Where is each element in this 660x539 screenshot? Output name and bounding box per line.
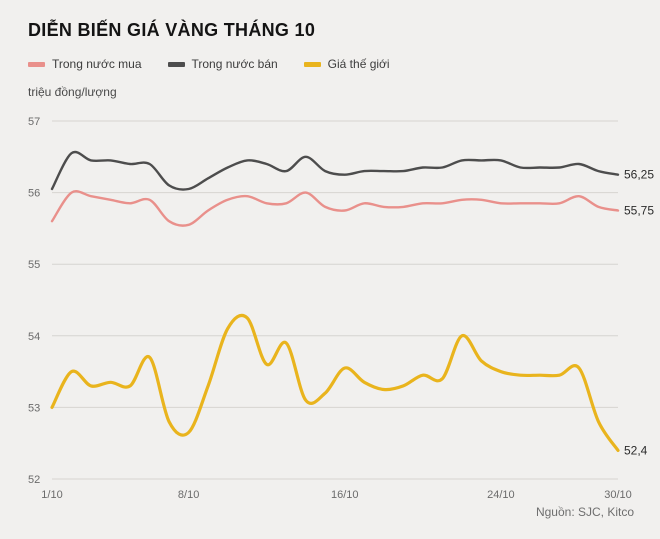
- legend-item-world-price: Giá thế giới: [303, 57, 390, 71]
- y-tick-label: 56: [28, 188, 40, 200]
- legend-label-domestic-sell: Trong nước bán: [191, 57, 278, 71]
- legend-swatch-domestic-sell: [167, 61, 185, 67]
- price-chart: 52 53 54 55 56 57 1/10 8/10 16/10 24/10 30/10 55,75…: [28, 116, 654, 501]
- series-end-label: 52,4: [624, 443, 648, 457]
- y-tick-label: 54: [28, 331, 40, 343]
- x-tick-label: 16/10: [331, 489, 359, 501]
- legend-item-domestic-buy: Trong nước mua: [28, 57, 142, 71]
- x-tick-label: 24/10: [487, 489, 515, 501]
- page-title: DIỄN BIẾN GIÁ VÀNG THÁNG 10: [28, 20, 316, 40]
- series-line-2: [50, 313, 620, 452]
- legend-item-domestic-sell: Trong nước bán: [167, 57, 278, 71]
- series-line-1: [50, 150, 620, 191]
- series-end-label: 56,25: [624, 168, 654, 182]
- chart-header: DIỄN BIẾN GIÁ VÀNG THÁNG 10 Trong nước m…: [0, 0, 660, 99]
- y-tick-label: 52: [28, 474, 40, 486]
- x-tick-label: 30/10: [604, 489, 632, 501]
- series-line-0: [50, 190, 620, 227]
- chart-legend: Trong nước mua Trong nước bán Giá thế gi…: [28, 57, 632, 71]
- source-credit: Nguồn: SJC, Kitco: [535, 505, 634, 519]
- legend-label-world-price: Giá thế giới: [327, 57, 390, 71]
- y-tick-label: 55: [28, 259, 40, 271]
- x-tick-label: 8/10: [178, 489, 199, 501]
- y-tick-label: 53: [28, 402, 40, 414]
- legend-label-domestic-buy: Trong nước mua: [52, 57, 142, 71]
- legend-swatch-world-price: [303, 61, 321, 67]
- series-end-label: 55,75: [624, 204, 654, 218]
- x-tick-label: 1/10: [41, 489, 62, 501]
- y-tick-label: 57: [28, 116, 40, 128]
- legend-swatch-domestic-buy: [28, 61, 45, 67]
- chart-area: 52 53 54 55 56 57 1/10 8/10 16/10 24/10 30/10 55,75…: [0, 101, 660, 505]
- y-axis-unit-label: triệu đồng/lượng: [28, 85, 117, 99]
